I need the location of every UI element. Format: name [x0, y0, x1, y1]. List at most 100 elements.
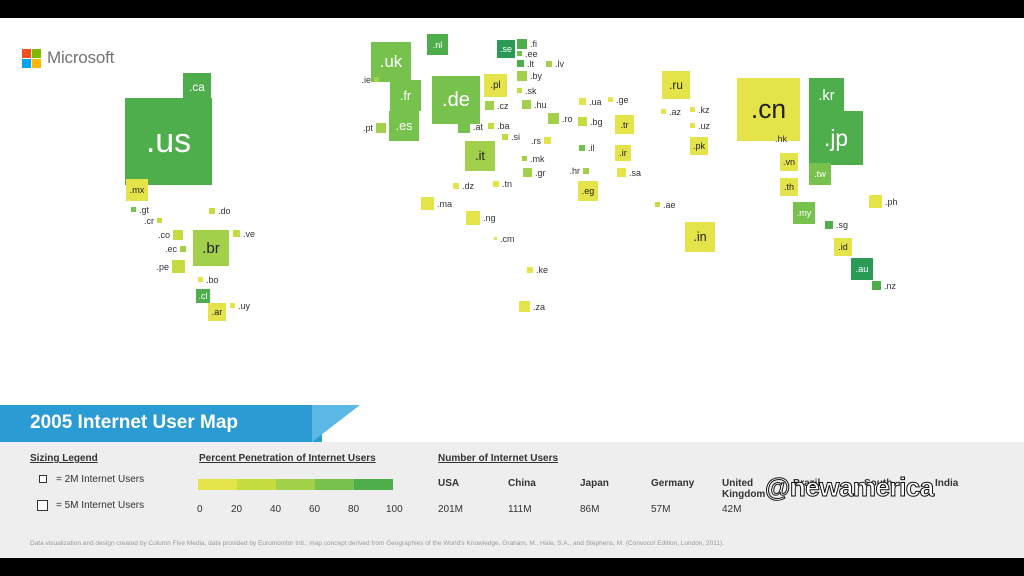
brand-name: Microsoft — [47, 48, 115, 67]
domain-label: .cz — [497, 100, 509, 111]
domain-label: .ca — [189, 80, 205, 94]
domain-label: .eg — [581, 186, 595, 196]
domain-label: .ua — [589, 96, 602, 107]
domain-square — [655, 202, 660, 207]
domain-square: .in — [685, 222, 715, 252]
domain-square — [523, 168, 532, 177]
domain-label: .in — [693, 230, 707, 244]
domain-square — [374, 77, 379, 82]
domain-square — [517, 51, 522, 56]
domain-label: .sk — [525, 85, 537, 96]
domain-label: .kr — [818, 87, 835, 104]
sizing-legend-heading: Sizing Legend — [30, 453, 98, 464]
domain-label: .hk — [774, 133, 787, 144]
domain-square — [421, 197, 434, 210]
users-heading: Number of Internet Users — [438, 453, 559, 464]
country-name: South — [864, 478, 893, 489]
domain-square — [209, 208, 215, 214]
domain-square — [485, 101, 494, 110]
scale-swatch — [237, 479, 276, 490]
domain-label: .ro — [562, 113, 573, 124]
domain-label: .co — [157, 230, 170, 240]
domain-square: .it — [465, 141, 495, 171]
country-name: Japan — [580, 478, 609, 489]
domain-square — [522, 156, 527, 161]
domain-square: .mx — [126, 179, 148, 201]
domain-label: .mx — [129, 185, 145, 195]
domain-label: .lv — [555, 59, 564, 69]
domain-label: .cn — [750, 94, 787, 124]
domain-square: .au — [851, 258, 873, 280]
domain-label: .jp — [824, 124, 848, 151]
microsoft-logo: Microsoft — [22, 48, 114, 68]
user-count: 86M — [580, 504, 600, 515]
domain-square: .eg — [578, 181, 598, 201]
domain-square — [198, 277, 203, 282]
domain-square — [690, 123, 695, 128]
domain-square — [583, 168, 589, 174]
domain-label: .ke — [536, 265, 549, 275]
domain-label: .az — [669, 106, 682, 117]
scale-tick: 100 — [386, 504, 403, 515]
domain-square — [617, 168, 626, 177]
country-name: United Kingdom — [722, 478, 766, 500]
domain-label: .bo — [206, 274, 219, 285]
domain-square: .br — [193, 230, 229, 266]
domain-label: .ec — [164, 244, 177, 254]
user-count: 201M — [438, 504, 464, 515]
domain-square: .vn — [780, 153, 798, 171]
domain-label: .vn — [782, 157, 795, 167]
domain-label: .es — [395, 119, 413, 133]
domain-label: .rs — [531, 135, 541, 146]
domain-square — [544, 137, 551, 144]
penetration-color-scale — [198, 479, 393, 490]
country-name: Brazil — [793, 478, 821, 489]
user-count: 42M — [722, 504, 742, 515]
domain-square: .de — [432, 76, 480, 124]
domain-label: .it — [475, 149, 485, 163]
domain-label: .by — [530, 71, 543, 81]
domain-label: .mk — [530, 153, 545, 164]
scale-swatch — [198, 479, 237, 490]
domain-label: .tn — [502, 179, 513, 189]
domain-label: .si — [511, 132, 520, 142]
domain-label: .za — [533, 301, 546, 312]
domain-square — [458, 121, 470, 133]
domain-square — [502, 134, 508, 140]
domain-label: .hr — [569, 166, 580, 176]
domain-square — [517, 60, 524, 67]
scale-tick: 80 — [348, 504, 360, 515]
scale-tick: 0 — [197, 504, 203, 515]
domain-square — [157, 218, 162, 223]
domain-label: .ar — [211, 307, 223, 317]
domain-square: .se — [497, 40, 515, 58]
domain-square — [173, 230, 183, 240]
domain-square: .uk — [371, 42, 411, 82]
domain-label: .sa — [629, 167, 642, 178]
domain-label: .sg — [836, 220, 849, 230]
domain-square: .ir — [615, 145, 631, 161]
domain-square: .kr — [809, 78, 844, 113]
domain-label: .do — [218, 206, 231, 216]
domain-square: .ca — [183, 73, 211, 101]
domain-label: .pk — [692, 141, 705, 151]
country-name: USA — [438, 478, 460, 489]
scale-swatch — [315, 479, 354, 490]
domain-square: .jp — [809, 111, 863, 165]
country-name: China — [508, 478, 536, 489]
domain-label: .uz — [698, 120, 711, 131]
domain-square — [517, 88, 522, 93]
domain-label: .se — [499, 44, 512, 54]
domain-square — [546, 61, 552, 67]
domain-label: .dz — [462, 181, 475, 191]
domain-square — [453, 183, 459, 189]
domain-label: .nl — [432, 39, 443, 50]
domain-label: .pe — [156, 261, 169, 272]
domain-label: .ir — [619, 148, 627, 158]
domain-label: .my — [796, 208, 812, 218]
domain-square — [578, 117, 587, 126]
domain-square — [230, 303, 235, 308]
small-size-sample — [39, 475, 47, 483]
domain-label: .gt — [139, 204, 150, 215]
domain-square — [517, 39, 527, 49]
